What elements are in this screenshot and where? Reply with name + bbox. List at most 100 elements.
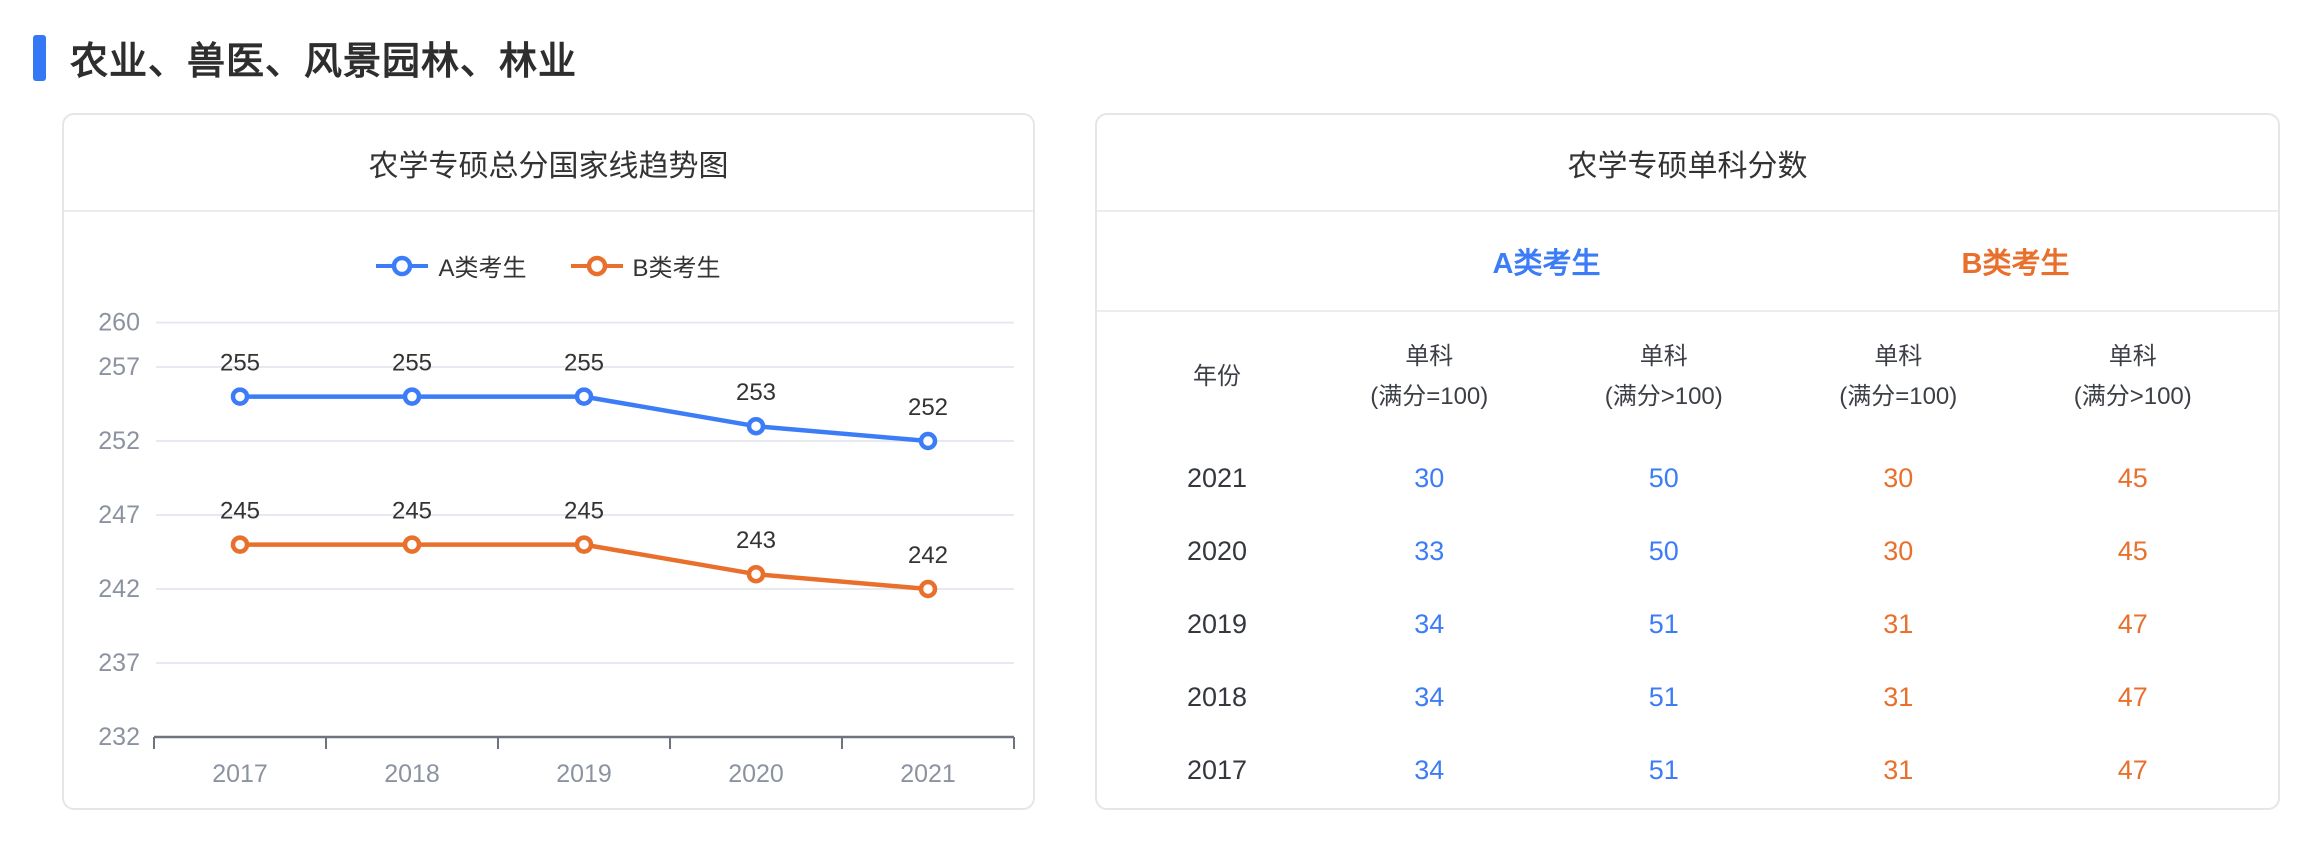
table-row: 2019 34 51 31 47 (1097, 588, 2278, 661)
score-cell-a: 33 (1414, 536, 1445, 566)
score-cell-b: 47 (2117, 609, 2148, 639)
score-cell-b: 45 (2117, 463, 2148, 493)
year-cell: 2017 (1186, 755, 1248, 785)
group-header-b-candidates: B类考生 (1961, 248, 2070, 280)
data-label: 245 (564, 498, 604, 525)
score-cell-b: 30 (1883, 536, 1914, 566)
svg-text:2019: 2019 (556, 760, 612, 788)
data-label: 252 (908, 394, 948, 421)
trend-chart-card: 农学专硕总分国家线趋势图 A类考生 B类考生 232 237 242 247 252 257… (62, 113, 1035, 810)
data-point-marker (230, 387, 250, 406)
data-point-marker (230, 535, 250, 554)
score-table-card: 农学专硕单科分数 A类考生 B类考生 年份 单科 (满分=100) 单科 (满分… (1095, 113, 2280, 810)
score-cell-a: 30 (1414, 463, 1445, 493)
svg-text:232: 232 (98, 723, 140, 751)
svg-text:237: 237 (98, 649, 140, 677)
data-label: 255 (392, 350, 432, 377)
score-cell-a: 51 (1648, 682, 1679, 712)
data-point-marker (918, 579, 938, 599)
score-cell-b: 47 (2117, 755, 2148, 785)
column-header-line1: 单科 (1405, 343, 1454, 370)
score-table-title: 农学专硕单科分数 (1567, 149, 1808, 183)
svg-text:2021: 2021 (900, 760, 956, 788)
year-cell: 2021 (1186, 463, 1248, 493)
trend-chart-svg: 232 237 242 247 252 257 260 2017 2018 2019 2020 202… (98, 309, 1015, 788)
column-header-year-line1: 年份 (1193, 363, 1241, 390)
data-point-marker (574, 387, 594, 406)
score-cell-b: 45 (2117, 536, 2148, 566)
column-header-a-single-gt100: 单科 (满分>100) (1547, 337, 1782, 417)
score-cell-a: 50 (1648, 536, 1679, 566)
score-cell-a: 34 (1414, 682, 1445, 712)
data-point-marker (402, 535, 422, 554)
candidate-group-row: A类考生 B类考生 (1097, 212, 2278, 312)
score-cell-a: 34 (1414, 609, 1445, 639)
svg-text:247: 247 (98, 501, 140, 529)
legend-line-marker-icon (570, 255, 623, 276)
score-cell-a: 51 (1648, 609, 1679, 639)
year-cell: 2019 (1186, 609, 1248, 639)
svg-text:257: 257 (98, 353, 140, 381)
score-cell-a: 34 (1414, 755, 1445, 785)
table-row: 2021 30 50 30 45 (1097, 442, 2278, 515)
score-cell-b: 47 (2117, 682, 2148, 712)
data-label: 253 (736, 379, 776, 406)
group-header-a-candidates: A类考生 (1492, 248, 1601, 280)
data-label: 245 (392, 498, 432, 525)
series-a-candidates: 255 255 255 253 252 (220, 350, 948, 451)
data-label: 255 (564, 350, 604, 377)
x-axis: 2017 2018 2019 2020 2021 (153, 735, 1015, 788)
score-cell-b: 31 (1883, 682, 1914, 712)
table-header-row: 年份 单科 (满分=100) 单科 (满分>100) 单科 (满分=100) 单… (1097, 312, 2278, 442)
data-point-marker (746, 416, 766, 436)
data-point-marker (402, 387, 422, 406)
section-header: 农业、兽医、风景园林、林业 (33, 30, 577, 85)
svg-text:260: 260 (98, 309, 140, 337)
column-header-line2: (满分=100) (1839, 383, 1958, 410)
data-label: 242 (908, 542, 948, 569)
trend-chart-body: A类考生 B类考生 232 237 242 247 252 257 260 2017 2018 20… (64, 212, 1033, 810)
series-b-candidates: 245 245 245 243 242 (220, 498, 948, 599)
legend-label: A类考生 (438, 255, 527, 282)
data-point-marker (574, 535, 594, 554)
svg-text:2018: 2018 (384, 760, 440, 788)
year-cell: 2018 (1186, 682, 1248, 712)
column-header-b-single-eq100: 单科 (满分=100) (1781, 337, 2016, 417)
column-header-line1: 单科 (1874, 343, 1923, 370)
chart-legend: A类考生 B类考生 (64, 248, 1033, 283)
score-cell-a: 51 (1648, 755, 1679, 785)
table-body: 2021 30 50 30 45 2020 33 50 30 45 2019 34 51 31 47 2018… (1097, 442, 2278, 807)
legend-line-marker-icon (376, 255, 429, 276)
score-cell-b: 31 (1883, 609, 1914, 639)
data-label: 243 (736, 527, 776, 554)
score-table-card-header: 农学专硕单科分数 (1097, 115, 2278, 212)
svg-text:252: 252 (98, 427, 140, 455)
svg-text:2020: 2020 (728, 760, 784, 788)
y-gridlines (156, 321, 1014, 664)
section-accent-bar (33, 34, 46, 81)
trend-chart-title: 农学专硕总分国家线趋势图 (368, 149, 729, 183)
column-header-a-single-eq100: 单科 (满分=100) (1312, 337, 1547, 417)
legend-item-b-candidates[interactable]: B类考生 (570, 248, 721, 283)
data-point-marker (918, 431, 938, 451)
legend-item-a-candidates[interactable]: A类考生 (376, 248, 527, 283)
table-row: 2020 33 50 30 45 (1097, 515, 2278, 588)
score-cell-b: 30 (1883, 463, 1914, 493)
column-header-line1: 单科 (2108, 343, 2157, 370)
data-label: 245 (220, 498, 260, 525)
data-label: 255 (220, 350, 260, 377)
table-row: 2018 34 51 31 47 (1097, 661, 2278, 734)
column-header-line2: (满分>100) (1604, 383, 1723, 410)
section-title: 农业、兽医、风景园林、林业 (70, 41, 578, 83)
y-axis-labels: 232 237 242 247 252 257 260 (98, 309, 140, 751)
table-row: 2017 34 51 31 47 (1097, 734, 2278, 807)
column-header-b-single-gt100: 单科 (满分>100) (2016, 337, 2251, 417)
column-header-line2: (满分>100) (2073, 383, 2192, 410)
column-header-year: 年份 (1122, 357, 1312, 397)
svg-text:242: 242 (98, 575, 140, 603)
trend-chart-card-header: 农学专硕总分国家线趋势图 (64, 115, 1033, 212)
year-cell: 2020 (1186, 536, 1248, 566)
legend-label: B类考生 (632, 255, 721, 282)
svg-text:2017: 2017 (212, 760, 268, 788)
column-header-line1: 单科 (1639, 343, 1688, 370)
